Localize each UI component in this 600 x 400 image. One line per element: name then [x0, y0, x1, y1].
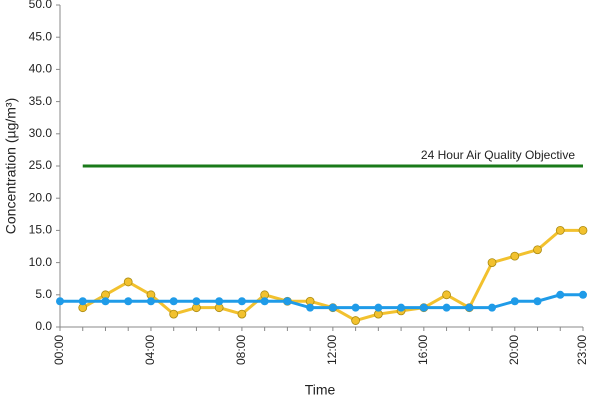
point [510, 251, 520, 261]
point [260, 297, 269, 306]
x-tick-label: 12:00 [325, 335, 339, 365]
y-tick-label: 30.0 [29, 126, 53, 140]
x-axis-label: Time [305, 382, 336, 398]
point [237, 309, 247, 319]
point [123, 277, 133, 287]
point [351, 316, 361, 325]
x-tick-label: 04:00 [143, 335, 157, 365]
point [555, 225, 565, 235]
point [215, 297, 224, 306]
point [124, 297, 133, 306]
point [487, 258, 497, 268]
line-annotation: 24 Hour Air Quality Objective [421, 148, 575, 162]
point [442, 290, 451, 300]
x-tick-label: 08:00 [234, 335, 248, 365]
y-tick-label: 50.0 [29, 0, 53, 11]
point [465, 303, 474, 312]
x-tick-label: 20:00 [507, 335, 521, 365]
y-tick-label: 45.0 [29, 29, 53, 43]
point [283, 297, 292, 306]
point [56, 297, 64, 306]
point [169, 309, 179, 319]
point [442, 303, 451, 312]
point [533, 297, 542, 306]
point [146, 297, 155, 306]
y-tick-label: 40.0 [29, 62, 53, 76]
point [237, 297, 246, 306]
point [579, 290, 587, 299]
point [374, 303, 383, 312]
y-tick-label: 20.0 [29, 190, 53, 204]
y-axis-label: Concentration (µg/m³) [3, 98, 19, 234]
point [306, 303, 315, 312]
y-tick-label: 25.0 [29, 158, 53, 172]
x-tick-label: 23:00 [575, 335, 589, 365]
point [101, 297, 110, 306]
point [419, 303, 428, 312]
point [556, 290, 565, 299]
point [169, 297, 178, 306]
y-tick-label: 10.0 [29, 255, 53, 269]
point [510, 297, 519, 306]
y-tick-label: 15.0 [29, 223, 53, 237]
point [351, 303, 360, 312]
point [578, 225, 588, 235]
point [328, 303, 337, 312]
point [488, 303, 497, 312]
y-tick-label: 35.0 [29, 94, 53, 108]
y-tick-label: 5.0 [35, 287, 52, 301]
x-tick-label: 16:00 [416, 335, 430, 365]
x-tick-label: 00:00 [52, 335, 66, 365]
point [192, 297, 201, 306]
y-tick-label: 0.0 [35, 319, 52, 333]
point [397, 303, 406, 312]
point [533, 245, 542, 255]
point [78, 297, 87, 306]
